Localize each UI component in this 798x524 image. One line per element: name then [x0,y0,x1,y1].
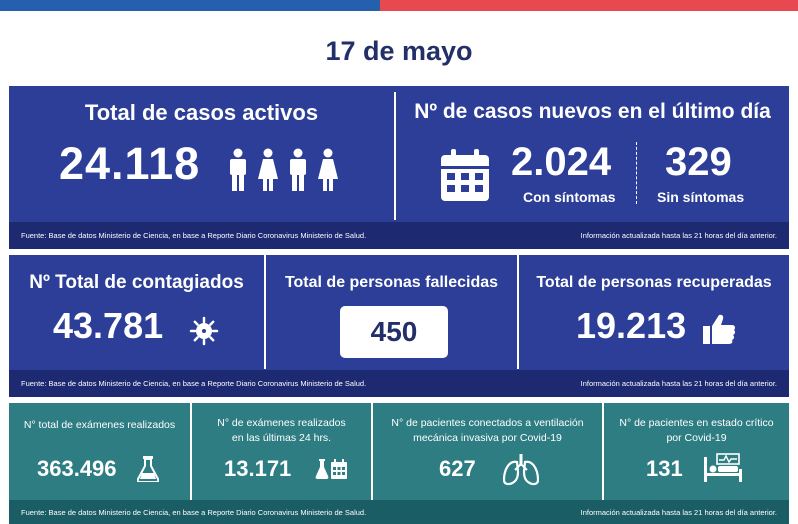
top-color-bar [0,0,798,11]
source-note: Fuente: Base de datos Ministerio de Cien… [21,507,367,517]
critical-title-line1: N° de pacientes en estado crítico [619,417,774,429]
calendar-icon [441,149,489,201]
panel2-footer: Fuente: Base de datos Ministerio de Cien… [9,370,789,397]
total-exams-title: N° total de exámenes realizados [23,419,176,431]
asymptomatic-value: 329 [665,140,732,184]
deceased-value: 450 [370,316,418,347]
flask-icon [315,459,329,479]
active-cases-value: 24.118 [59,138,201,189]
panel1-footer: Fuente: Base de datos Ministerio de Cien… [9,222,789,249]
critical-title: N° de pacientes en estado crítico por Co… [604,416,789,446]
male-icon [290,148,306,191]
update-note: Información actualizada hasta las 21 hor… [580,379,777,388]
hospital-bed-icon [704,453,742,482]
new-cases-title: Nº de casos nuevos en el último día [414,100,771,123]
update-note: Información actualizada hasta las 21 hor… [580,231,777,240]
critical-title-line2: por Covid-19 [666,432,727,444]
people-icons [227,148,339,192]
flask-icon [137,456,159,482]
panel3-footer: Fuente: Base de datos Ministerio de Cien… [9,500,789,524]
ventilator-title-line2: mecánica invasiva por Covid-19 [413,432,562,444]
recovered-title: Total de personas recuperadas [536,274,772,291]
last24-exams-value: 13.171 [224,456,292,481]
deceased-box: 450 [340,306,448,358]
female-icon [258,148,278,191]
exams-panel: N° total de exámenes realizados 363.496 … [9,403,789,524]
ventilator-title-line1: N° de pacientes conectados a ventilación [391,417,584,429]
totals-panel: Nº Total de contagiados 43.781 Total de … [9,255,789,397]
top-bar-red [380,0,798,11]
recovered-value: 19.213 [576,305,687,346]
panel-divider [190,403,192,500]
panel-divider [394,92,396,220]
calendar-icon [331,459,347,479]
panel-divider [517,255,519,369]
asymptomatic-label: Sin síntomas [657,189,745,205]
report-date: 17 de mayo [325,36,473,66]
source-note: Fuente: Base de datos Ministerio de Cien… [21,379,367,388]
active-cases-title: Total de casos activos [84,100,319,125]
symptomatic-label: Con síntomas [523,189,616,205]
lungs-icon [503,454,539,486]
dotted-divider [636,142,637,204]
critical-value: 131 [646,456,683,481]
last24-title-line2: en las últimas 24 hrs. [231,432,332,444]
top-bar-blue [0,0,380,11]
ventilator-title: N° de pacientes conectados a ventilación… [373,416,602,446]
infected-title: Nº Total de contagiados [29,272,244,293]
thumbs-up-icon [703,314,736,344]
panel-divider [602,403,604,500]
female-icon [318,148,338,191]
last24-exams-title: N° de exámenes realizados en las últimas… [192,416,371,446]
panel-divider [264,255,266,369]
active-and-new-cases-panel: Total de casos activos 24.118 Nº de caso… [9,86,789,249]
source-note: Fuente: Base de datos Ministerio de Cien… [21,231,367,240]
ventilator-value: 627 [439,456,476,481]
last24-title-line1: N° de exámenes realizados [217,417,346,429]
total-exams-value: 363.496 [37,456,117,481]
male-icon [230,148,246,191]
symptomatic-value: 2.024 [511,140,612,184]
update-note: Información actualizada hasta las 21 hor… [580,507,777,517]
deceased-title: Total de personas fallecidas [284,274,499,291]
virus-icon [189,316,219,346]
panel-divider [371,403,373,500]
infected-value: 43.781 [53,305,164,346]
